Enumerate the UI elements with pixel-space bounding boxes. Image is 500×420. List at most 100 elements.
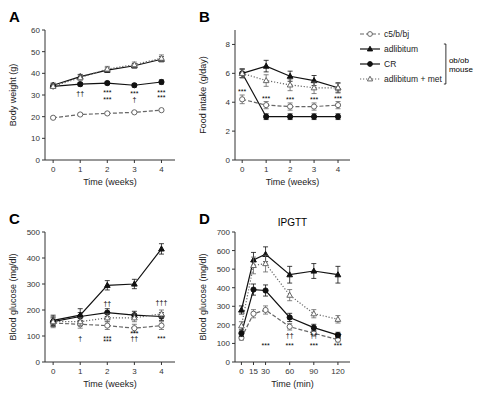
x-tick	[314, 160, 315, 163]
y-tick-label: 20	[31, 113, 40, 122]
marks	[50, 55, 164, 120]
annotation: ***	[238, 88, 246, 95]
error-cap	[251, 273, 256, 274]
error-bar	[78, 318, 83, 326]
point	[287, 292, 293, 297]
point	[239, 307, 245, 312]
annotation: ***	[286, 96, 294, 103]
error-cap	[288, 90, 293, 91]
error-cap	[287, 283, 292, 284]
error-bar	[288, 114, 293, 120]
series-line	[53, 58, 161, 86]
annotation: ***	[103, 338, 111, 345]
point	[335, 272, 341, 277]
error-cap	[105, 280, 110, 281]
error-cap	[251, 252, 256, 253]
y-tick-label: 200	[217, 321, 231, 330]
error-cap	[51, 315, 56, 316]
point	[78, 82, 83, 87]
error-bar	[240, 69, 245, 78]
y-tick	[42, 258, 45, 259]
x-tick-label: 1	[78, 367, 83, 376]
series-line	[241, 254, 338, 310]
error-bar	[264, 60, 269, 72]
error-cap	[159, 61, 164, 62]
error-cap	[132, 288, 137, 289]
x-tick	[80, 362, 81, 365]
panel: 012340102030405060Time (weeks)Body weigh…	[8, 8, 175, 187]
y-axis-label: Body weight (g)	[8, 64, 18, 127]
error-cap	[263, 305, 268, 306]
x-tick	[134, 160, 135, 163]
error-bar	[312, 103, 317, 110]
point	[251, 262, 257, 267]
error-cap	[287, 289, 292, 290]
x-tick	[265, 362, 266, 365]
x-tick	[161, 362, 162, 365]
point	[287, 315, 292, 320]
y-tick	[42, 310, 45, 311]
series	[50, 310, 164, 326]
series	[50, 244, 164, 326]
legend-note: ob/obmouse	[449, 56, 474, 74]
point	[311, 104, 316, 109]
error-bar	[336, 83, 341, 93]
point	[251, 287, 256, 292]
y-tick-label: 10	[31, 134, 40, 143]
y-tick	[232, 102, 235, 103]
x-tick-label: 0	[240, 165, 245, 174]
legend-marker	[367, 76, 372, 81]
y-tick-label: 100	[27, 332, 41, 341]
error-bar	[288, 103, 293, 110]
marks	[239, 247, 341, 342]
error-cap	[263, 271, 268, 272]
error-cap	[263, 314, 268, 315]
y-tick	[232, 343, 235, 344]
point	[51, 84, 56, 89]
error-bar	[51, 317, 56, 326]
series-line	[242, 73, 338, 116]
series-line	[53, 313, 161, 322]
point	[263, 288, 268, 293]
annotation: ***	[310, 96, 318, 103]
x-tick	[53, 362, 54, 365]
series	[239, 69, 341, 94]
error-bar	[263, 285, 268, 296]
annotation: ***	[103, 96, 111, 103]
error-bar	[264, 75, 269, 87]
y-tick	[232, 306, 235, 307]
point	[311, 268, 317, 273]
error-bar	[51, 84, 56, 88]
x-tick	[80, 160, 81, 163]
error-cap	[264, 71, 269, 72]
error-bar	[239, 306, 244, 314]
error-cap	[288, 71, 293, 72]
point	[311, 325, 316, 330]
error-cap	[287, 300, 292, 301]
y-tick	[232, 269, 235, 270]
error-bar	[251, 284, 256, 295]
x-tick	[242, 160, 243, 163]
x-tick	[253, 362, 254, 365]
point	[263, 78, 269, 83]
y-tick	[42, 362, 45, 363]
annotation: ***	[334, 342, 342, 349]
x-tick-label: 90	[309, 367, 318, 376]
point	[105, 323, 110, 328]
error-bar	[336, 114, 341, 120]
point	[288, 114, 293, 119]
error-bar	[78, 82, 83, 85]
annotation: ††	[76, 90, 84, 97]
y-tick	[232, 250, 235, 251]
error-cap	[105, 329, 110, 330]
error-bar	[51, 318, 56, 327]
point	[239, 70, 245, 75]
error-cap	[336, 92, 341, 93]
legend-marker	[367, 46, 372, 51]
point	[78, 112, 83, 117]
error-bar	[336, 83, 341, 92]
x-tick	[161, 160, 162, 163]
series	[239, 247, 341, 314]
error-cap	[159, 320, 164, 321]
x-axis-line	[235, 160, 350, 161]
